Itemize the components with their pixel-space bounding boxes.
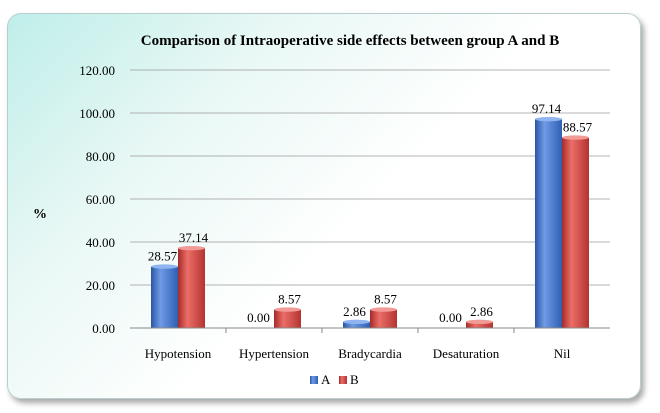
bar-b-desaturation bbox=[466, 321, 493, 328]
legend-label-a: A bbox=[321, 372, 331, 387]
bar-cap bbox=[343, 319, 370, 325]
bar-b-hypotension bbox=[178, 248, 205, 328]
bar-b-nil bbox=[562, 137, 589, 328]
data-label: 88.57 bbox=[563, 120, 593, 135]
y-tick-label: 40.00 bbox=[86, 235, 115, 250]
x-tick-labels: Hypotension Hypertension Bradycardia Desatu… bbox=[145, 346, 571, 361]
y-tick-labels: 0.00 20.00 40.00 60.00 80.00 100.00 120.00 bbox=[79, 63, 115, 336]
y-tick-label: 80.00 bbox=[86, 149, 115, 164]
bar-cap bbox=[274, 307, 301, 312]
y-tick-label: 120.00 bbox=[79, 63, 115, 78]
bar-cap bbox=[535, 116, 562, 122]
data-label: 97.14 bbox=[532, 101, 562, 116]
data-label: 37.14 bbox=[179, 230, 209, 245]
data-label: 2.86 bbox=[343, 304, 366, 319]
bar-cap bbox=[466, 319, 493, 325]
y-tick-label: 60.00 bbox=[86, 192, 115, 207]
x-tick-label: Nil bbox=[554, 346, 571, 361]
bar-cap bbox=[178, 245, 205, 251]
bar-b-hypertension bbox=[274, 309, 301, 328]
y-axis-label: % bbox=[33, 207, 47, 222]
bar-cap bbox=[562, 135, 589, 140]
legend-label-b: B bbox=[350, 372, 359, 387]
bar-a-hypotension bbox=[151, 266, 178, 328]
bar-cap bbox=[370, 307, 397, 312]
legend-swatch-a bbox=[310, 376, 318, 384]
legend-swatch-b bbox=[339, 376, 347, 384]
x-tick-label: Bradycardia bbox=[338, 346, 402, 361]
x-tick-label: Hypertension bbox=[239, 346, 310, 361]
legend: A B bbox=[310, 372, 359, 387]
y-tick-label: 100.00 bbox=[79, 106, 115, 121]
data-label: 2.86 bbox=[470, 304, 493, 319]
data-label: 8.57 bbox=[374, 292, 397, 307]
data-label: 0.00 bbox=[247, 310, 270, 325]
chart-title: Comparison of Intraoperative side effect… bbox=[141, 33, 559, 49]
data-label: 8.57 bbox=[278, 292, 301, 307]
gridlines bbox=[130, 69, 610, 333]
x-tick-label: Hypotension bbox=[145, 346, 212, 361]
bar-a-bradycardia bbox=[343, 321, 370, 328]
x-tick-label: Desaturation bbox=[433, 346, 500, 361]
data-label: 28.57 bbox=[148, 249, 178, 264]
y-tick-label: 0.00 bbox=[92, 321, 115, 336]
bar-a-nil bbox=[535, 119, 562, 328]
y-tick-label: 20.00 bbox=[86, 278, 115, 293]
bar-b-bradycardia bbox=[370, 309, 397, 328]
data-label: 0.00 bbox=[439, 310, 462, 325]
bar-cap bbox=[151, 264, 178, 269]
bars bbox=[151, 116, 589, 328]
